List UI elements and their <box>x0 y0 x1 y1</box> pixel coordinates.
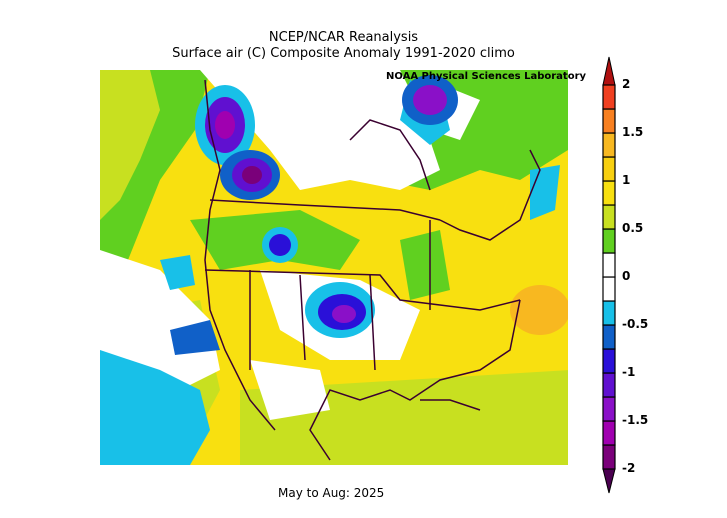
colorbar-segment <box>602 132 616 158</box>
chart-title: NCEP/NCAR Reanalysis <box>268 30 419 45</box>
colorbar-segment <box>602 228 616 254</box>
anomaly-region <box>215 111 235 139</box>
colorbar-segment <box>602 156 616 182</box>
colorbar-segment <box>602 396 616 422</box>
colorbar-segment <box>602 108 616 134</box>
colorbar-tick-label: 2 <box>622 77 631 91</box>
period-label: May to Aug: 2025 <box>278 486 385 500</box>
colorbar-tick-label: 1.5 <box>622 125 644 139</box>
colorbar-segment <box>602 252 616 278</box>
anomaly-region <box>413 85 447 115</box>
anomaly-region <box>269 234 291 256</box>
colorbar-segment <box>602 84 616 110</box>
anomaly-region <box>100 250 220 390</box>
colorbar <box>602 56 616 494</box>
credit-label: NOAA Physical Sciences Laboratory <box>386 71 587 82</box>
anomaly-region <box>170 320 220 355</box>
anomaly-region <box>200 70 440 190</box>
anomaly-region <box>250 360 330 420</box>
colorbar-tick-label: 1 <box>622 173 631 187</box>
anomaly-region <box>400 230 450 300</box>
anomaly-region <box>530 165 560 220</box>
anomaly-region <box>332 305 356 323</box>
colorbar-tick-label: 0 <box>622 269 631 283</box>
anomaly-map <box>100 70 568 465</box>
colorbar-segment <box>602 348 616 374</box>
colorbar-segment <box>602 372 616 398</box>
colorbar-tick-label: -1.5 <box>622 413 649 427</box>
colorbar-tick-label: -2 <box>622 461 636 475</box>
anomaly-region <box>160 255 195 290</box>
anomaly-region <box>510 285 568 335</box>
colorbar-min-triangle <box>602 468 616 494</box>
colorbar-segment <box>602 180 616 206</box>
colorbar-segment <box>602 300 616 326</box>
colorbar-segment <box>602 444 616 470</box>
anomaly-region <box>100 350 210 465</box>
anomaly-region <box>100 70 160 220</box>
colorbar-segment <box>602 324 616 350</box>
colorbar-tick-label: -0.5 <box>622 317 649 331</box>
colorbar-segment <box>602 204 616 230</box>
colorbar-tick-label: 0.5 <box>622 221 644 235</box>
colorbar-tick-label: -1 <box>622 365 636 379</box>
chart-subtitle: Surface air (C) Composite Anomaly 1991-2… <box>172 46 515 61</box>
coastlines <box>204 79 541 461</box>
colorbar-segment <box>602 420 616 446</box>
colorbar-max-triangle <box>602 56 616 86</box>
anomaly-region <box>242 166 262 184</box>
colorbar-segment <box>602 276 616 302</box>
